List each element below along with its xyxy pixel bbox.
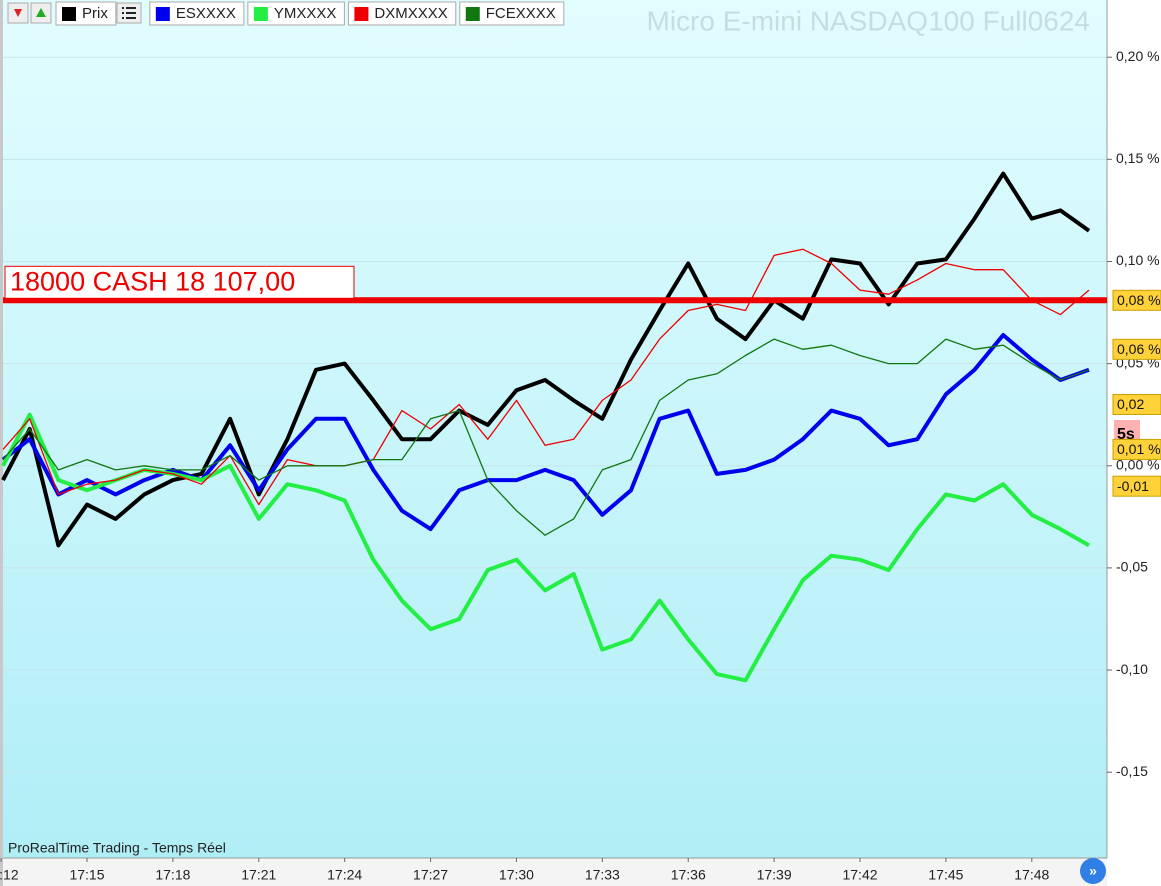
axis-tag-box [1112, 393, 1161, 415]
axis-tag: 0,01 % [1117, 441, 1161, 457]
legend-entry[interactable]: DXMXXXX [347, 1, 457, 26]
legend-swatch [62, 7, 76, 21]
chart-title: Micro E-mini NASDAQ100 Full0624 [647, 5, 1091, 36]
x-tick-label: 17:30 [499, 867, 534, 883]
legend-label: FCEXXXX [486, 5, 556, 22]
series-line [1, 333, 1090, 532]
x-tick-label: 17:42 [842, 867, 877, 883]
legend-swatch [465, 7, 480, 21]
axis-tag: 0,02 [1117, 396, 1144, 412]
axis-tag-box [1112, 475, 1161, 497]
legend-swatch [354, 7, 369, 21]
y-tick-label: -0,15 [1116, 763, 1148, 779]
series-line [1, 412, 1090, 683]
legend-label: DXMXXXX [374, 5, 447, 22]
legend-swatch [253, 7, 268, 21]
plot-area [3, 0, 1107, 858]
legend-label: Prix [82, 5, 108, 22]
x-tick-label: 17:24 [327, 867, 362, 883]
y-tick-label: 0,20 % [1116, 48, 1160, 64]
legend-box [347, 1, 457, 26]
legend-box [459, 1, 565, 26]
x-tick-label: 17:15 [69, 867, 104, 883]
legend-box [149, 1, 245, 26]
down-icon [14, 9, 22, 17]
axis-tag: -0,01 [1117, 478, 1149, 494]
up-icon [36, 8, 46, 17]
legend-entry[interactable]: ESXXXX [149, 1, 245, 26]
left-border [0, 0, 3, 886]
x-tick-label: 17:18 [155, 867, 190, 883]
series-line [2, 248, 1090, 506]
scroll-button[interactable] [1080, 858, 1106, 884]
scroll-icon: » [1089, 863, 1097, 879]
x-tick-label: 17:36 [671, 867, 706, 883]
legend-label: YMXXXX [274, 5, 337, 22]
y-tick-label: -0,05 [1116, 559, 1148, 575]
toolbar [7, 2, 142, 24]
axis-tag: 0,08 % [1117, 292, 1161, 308]
y-tick-label: -0,10 [1116, 661, 1148, 677]
reference-label: 18000 CASH 18 107,00 [10, 266, 295, 296]
series-line [1, 171, 1091, 548]
y-tick-label: 0,15 % [1116, 150, 1160, 166]
reference-label-box [4, 265, 355, 299]
axis-tag-box [1112, 338, 1161, 360]
x-tick-label: 17:48 [1014, 867, 1049, 883]
x-tick-label: 17:33 [585, 867, 620, 883]
axis-tag: 0,06 % [1117, 341, 1161, 357]
x-axis-area [3, 858, 1107, 886]
legend-entry[interactable]: Prix [55, 1, 117, 26]
x-tick-label: 17:45 [928, 867, 963, 883]
legend-entry[interactable]: FCEXXXX [459, 1, 565, 26]
axis-tag-box [1112, 289, 1161, 311]
y-tick-label: 0,10 % [1116, 252, 1160, 268]
axis-tag-box [1112, 438, 1161, 460]
legend-entry[interactable]: YMXXXX [247, 1, 345, 26]
list-icon [122, 7, 136, 19]
x-tick-label: 17:27 [413, 867, 448, 883]
series-line [2, 338, 1090, 536]
legend-box [247, 1, 345, 26]
y-tick-label: 0,00 % [1116, 456, 1160, 472]
x-tick-label: 17:39 [757, 867, 792, 883]
footer: ProRealTime Trading - Temps Réel [8, 840, 226, 856]
x-tick-label: 17:12 [0, 867, 19, 883]
legend-label: ESXXXX [176, 5, 236, 22]
x-tick-label: 17:21 [241, 867, 276, 883]
legend-swatch [155, 7, 170, 21]
